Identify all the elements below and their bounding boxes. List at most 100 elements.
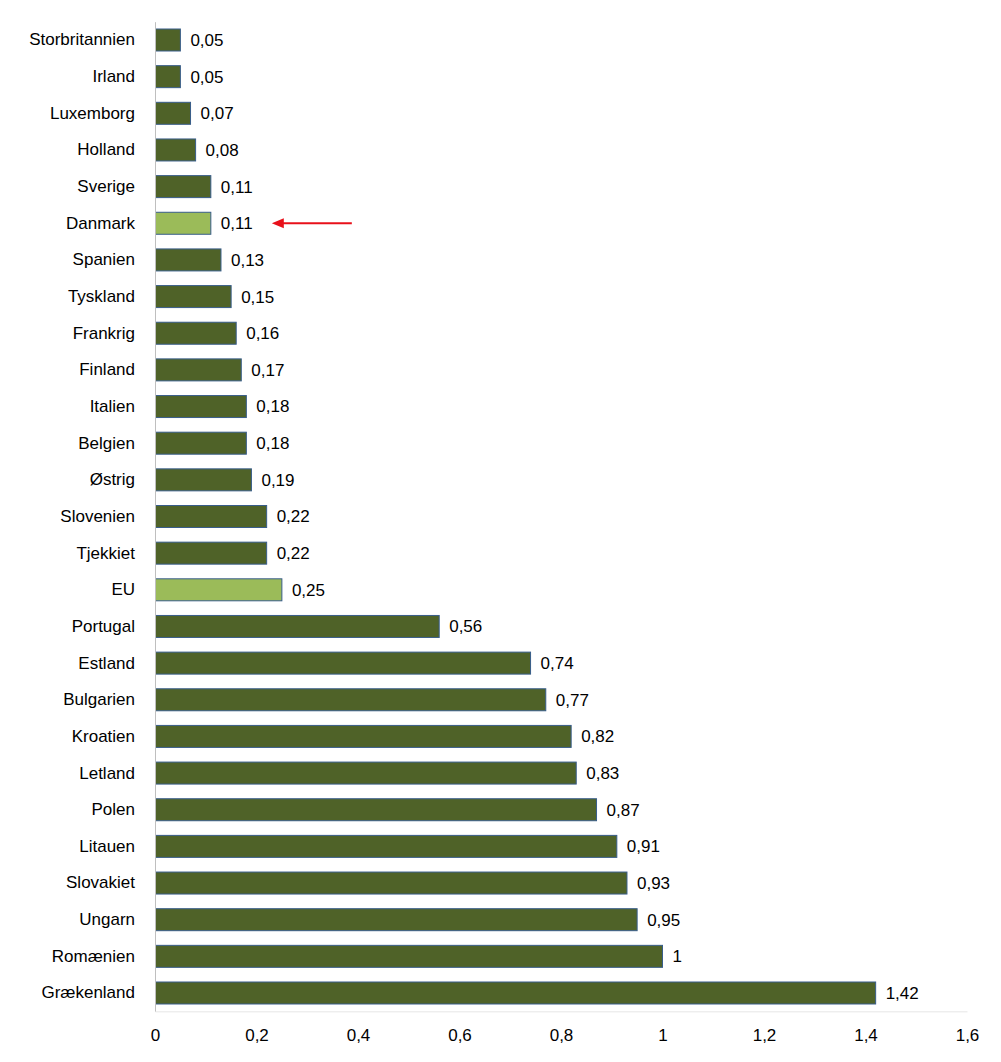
y-tick: Portugal [72,617,155,636]
data-labels: 0,050,050,070,080,110,110,130,150,160,17… [190,31,918,1003]
y-tick-label: Spanien [73,250,135,269]
y-tick: Slovenien [60,507,155,526]
arrow-head [272,218,284,228]
y-tick-label: Slovakiet [66,873,135,892]
bar [155,359,241,381]
data-label: 1 [673,947,682,966]
x-tick: 0,8 [550,1011,574,1045]
y-tick-label: Danmark [66,214,135,233]
bar [155,286,231,308]
y-tick-label: Litauen [79,837,135,856]
data-label: 0,11 [221,214,253,233]
y-tick: Polen [92,800,155,819]
y-tick: Luxemborg [50,104,155,123]
x-tick: 1,2 [753,1011,777,1045]
y-tick-label: Belgien [78,434,135,453]
data-label: 0,25 [292,581,325,600]
bar [155,432,246,454]
data-label: 0,22 [277,507,310,526]
y-tick-label: Estland [78,654,135,673]
y-tick: Litauen [79,837,155,856]
bar [155,249,221,271]
y-tick-label: Romænien [52,947,135,966]
x-tick-label: 1,2 [753,1026,777,1045]
y-tick: Spanien [73,250,155,269]
y-tick: Kroatien [72,727,155,746]
y-tick: Tyskland [68,287,155,306]
y-tick-label: Kroatien [72,727,135,746]
x-tick: 1,6 [956,1011,980,1045]
data-label: 0,77 [556,691,589,710]
bar [155,652,531,674]
y-tick-label: Luxemborg [50,104,135,123]
x-axis: 0 0,2 0,4 0,6 0,8 1 1,2 1,4 1,6 [151,1011,980,1045]
y-tick: EU [111,580,155,599]
data-label: 0,05 [190,68,223,87]
x-tick-label: 1,4 [854,1026,878,1045]
bar [155,212,211,234]
x-tick: 0 [151,1011,160,1045]
data-label: 0,18 [256,397,289,416]
x-tick: 0,4 [347,1011,371,1045]
y-axis: Storbritannien Irland Luxemborg Holland Sver… [29,22,155,1012]
bar [155,322,236,344]
x-tick-label: 0,6 [448,1026,472,1045]
x-tick-label: 0,2 [245,1026,269,1045]
bar [155,29,180,51]
y-tick-label: Ungarn [79,910,135,929]
x-axis-line [156,1011,968,1012]
data-label: 0,19 [261,471,294,490]
x-tick: 0,6 [448,1011,472,1045]
y-tick-label: Tyskland [68,287,135,306]
arrow-shaft [278,222,352,224]
bar [155,799,597,821]
x-tick-label: 1 [658,1026,667,1045]
data-label: 0,91 [627,837,660,856]
bar [155,945,663,967]
bar [155,909,637,931]
y-tick: Holland [77,140,155,159]
data-label: 0,15 [241,288,274,307]
y-tick-label: Letland [79,764,135,783]
bar [155,579,282,601]
y-tick: Frankrig [73,324,155,343]
data-label: 0,56 [449,617,482,636]
x-tick-label: 0,8 [550,1026,574,1045]
y-tick-label: Bulgarien [63,690,135,709]
bar [155,469,251,491]
bars [155,29,876,1004]
y-tick-label: Tjekkiet [76,544,135,563]
data-label: 0,16 [246,324,279,343]
y-tick-label: Irland [92,67,135,86]
x-tick: 1,4 [854,1011,878,1045]
y-tick-label: Italien [90,397,135,416]
bar [155,66,180,88]
y-tick-label: EU [111,580,135,599]
bar [155,762,576,784]
data-label: 0,08 [206,141,239,160]
x-tick: 1 [658,1011,667,1045]
x-tick-label: 0 [151,1026,160,1045]
data-label: 0,11 [221,178,253,197]
y-tick: Bulgarien [63,690,155,709]
annotation-arrow [272,218,352,228]
y-tick: Danmark [66,214,155,233]
bar [155,396,246,418]
y-tick: Letland [79,764,155,783]
bar [155,615,439,637]
bar [155,102,191,124]
y-tick: Storbritannien [29,30,155,49]
bar [155,176,211,198]
y-tick: Sverige [77,177,155,196]
y-tick-label: Frankrig [73,324,135,343]
y-tick-label: Grækenland [41,983,135,1002]
y-tick-label: Holland [77,140,135,159]
data-label: 0,22 [277,544,310,563]
y-tick: Belgien [78,434,155,453]
y-tick: Østrig [90,470,155,489]
bar [155,725,571,747]
data-label: 0,83 [586,764,619,783]
x-tick: 0,2 [245,1011,269,1045]
y-tick: Slovakiet [66,873,155,892]
y-tick: Ungarn [79,910,155,929]
